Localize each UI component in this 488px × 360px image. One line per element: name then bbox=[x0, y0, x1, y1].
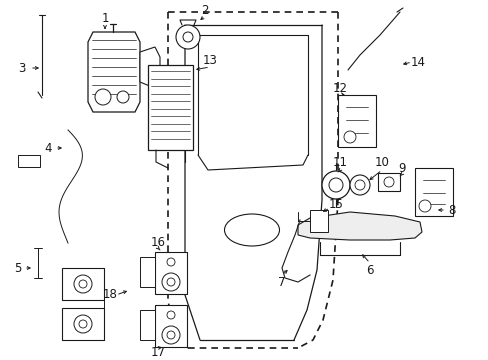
Text: 18: 18 bbox=[102, 288, 117, 302]
Bar bbox=[309, 210, 327, 232]
Circle shape bbox=[117, 91, 129, 103]
Bar bbox=[155, 252, 186, 294]
Text: 5: 5 bbox=[14, 261, 21, 274]
Bar bbox=[155, 305, 186, 347]
Bar bbox=[62, 308, 104, 340]
Text: 1: 1 bbox=[101, 12, 108, 24]
Text: 7: 7 bbox=[278, 276, 285, 289]
Text: 10: 10 bbox=[374, 157, 388, 170]
Text: 13: 13 bbox=[202, 54, 217, 67]
Circle shape bbox=[162, 273, 180, 291]
Bar bbox=[377, 173, 399, 191]
Text: 3: 3 bbox=[18, 62, 26, 75]
Polygon shape bbox=[297, 212, 421, 240]
Circle shape bbox=[183, 32, 193, 42]
Text: 15: 15 bbox=[328, 198, 343, 211]
Circle shape bbox=[74, 275, 92, 293]
Polygon shape bbox=[140, 47, 160, 87]
Text: 11: 11 bbox=[332, 157, 347, 170]
Circle shape bbox=[162, 326, 180, 344]
Text: 16: 16 bbox=[150, 235, 165, 248]
Circle shape bbox=[418, 200, 430, 212]
Bar bbox=[337, 95, 375, 147]
Circle shape bbox=[383, 177, 393, 187]
Text: 12: 12 bbox=[332, 81, 347, 94]
Bar bbox=[140, 257, 155, 287]
Circle shape bbox=[95, 89, 111, 105]
Circle shape bbox=[167, 258, 175, 266]
Text: 2: 2 bbox=[201, 4, 208, 17]
Ellipse shape bbox=[224, 214, 279, 246]
Bar bbox=[18, 155, 40, 167]
Circle shape bbox=[354, 180, 364, 190]
Circle shape bbox=[167, 278, 175, 286]
Circle shape bbox=[343, 131, 355, 143]
Circle shape bbox=[176, 25, 200, 49]
Circle shape bbox=[349, 175, 369, 195]
Text: 6: 6 bbox=[366, 264, 373, 276]
Text: 9: 9 bbox=[397, 162, 405, 175]
Text: 8: 8 bbox=[447, 203, 455, 216]
Bar bbox=[140, 310, 155, 340]
Text: 4: 4 bbox=[44, 141, 52, 154]
Circle shape bbox=[167, 311, 175, 319]
Circle shape bbox=[328, 178, 342, 192]
Circle shape bbox=[74, 315, 92, 333]
Polygon shape bbox=[88, 32, 140, 112]
Circle shape bbox=[167, 331, 175, 339]
Circle shape bbox=[79, 280, 87, 288]
Bar bbox=[148, 65, 193, 150]
Text: 14: 14 bbox=[409, 55, 425, 68]
Text: 17: 17 bbox=[150, 346, 165, 359]
Bar bbox=[414, 168, 452, 216]
Circle shape bbox=[321, 171, 349, 199]
Circle shape bbox=[79, 320, 87, 328]
Bar bbox=[62, 268, 104, 300]
